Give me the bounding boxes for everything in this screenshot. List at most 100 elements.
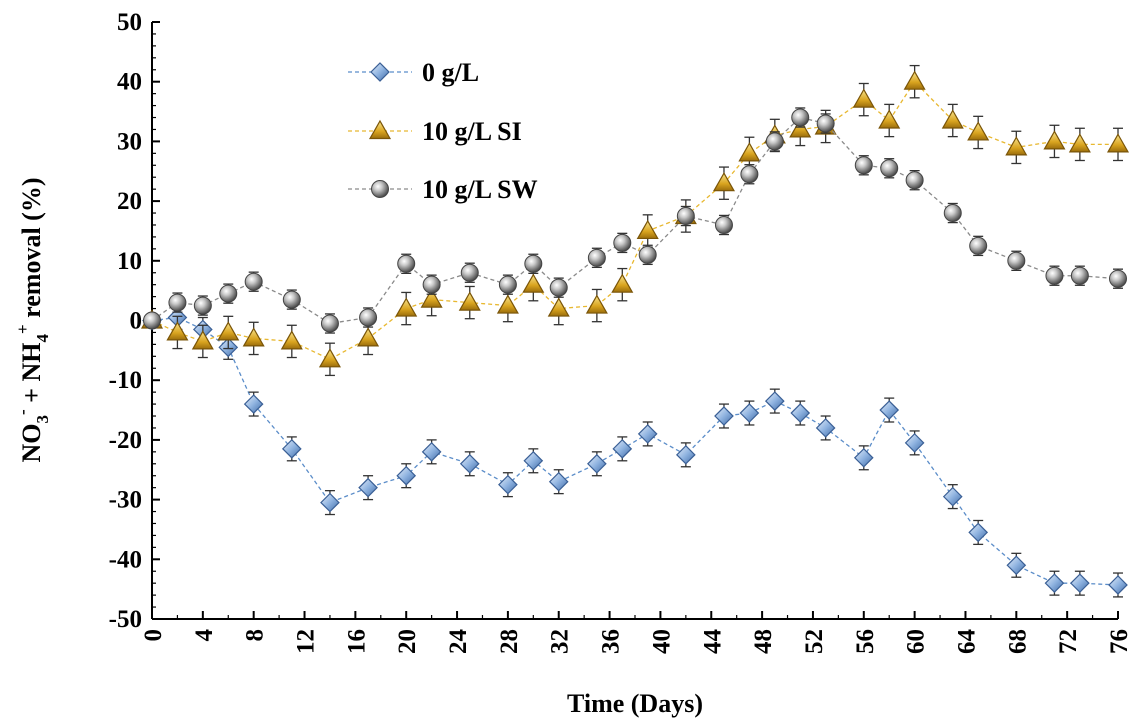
legend-marker (371, 180, 389, 198)
data-point (585, 294, 608, 314)
data-point (1045, 266, 1064, 285)
y-tick-label: -50 (109, 606, 142, 633)
y-axis-title-superscript: - (13, 409, 32, 415)
data-point (191, 330, 214, 350)
data-point (637, 424, 658, 444)
x-tick-label: 4 (191, 629, 218, 642)
data-point (522, 273, 545, 293)
data-point (739, 403, 760, 423)
x-tick-label: 52 (801, 629, 828, 654)
x-tick-label: 72 (1055, 629, 1082, 654)
data-point (816, 114, 835, 133)
data-point (941, 109, 964, 129)
data-point (397, 254, 416, 273)
data-point (548, 471, 569, 492)
legend-label: 10 g/L SW (422, 175, 538, 204)
data-point (611, 273, 634, 293)
data-point (740, 165, 759, 184)
data-point (422, 275, 441, 294)
x-tick-label: 44 (699, 629, 726, 655)
x-tick-label: 0 (140, 629, 167, 642)
x-tick-label: 36 (598, 629, 625, 654)
data-point (943, 204, 962, 223)
data-point (1006, 555, 1027, 576)
data-point (714, 406, 734, 426)
data-point (879, 400, 900, 420)
x-tick-label: 20 (394, 629, 421, 654)
y-tick-label: 30 (117, 128, 142, 155)
series-line (151, 80, 1118, 361)
data-point (789, 118, 812, 138)
data-point (458, 291, 481, 311)
data-point (675, 444, 696, 465)
y-ticks: -50 -40 -30 -20 -10 0 10 20 30 40 50 (109, 9, 160, 633)
series-line (151, 316, 1119, 586)
y-tick-label: 10 (117, 248, 142, 275)
data-point (547, 297, 570, 317)
data-point (878, 109, 901, 129)
data-point (790, 403, 811, 423)
y-tick-label: -20 (109, 427, 142, 454)
y-axis-title-part: + NH (17, 343, 46, 410)
y-axis-title-superscript: + (13, 324, 32, 334)
x-tick-label: 64 (953, 629, 980, 655)
x-tick-label: 48 (750, 629, 777, 654)
data-point (243, 394, 264, 414)
legend-marker (368, 119, 392, 140)
y-axis-title-subscript: 3 (33, 415, 52, 424)
data-point (524, 254, 543, 273)
data-point (714, 215, 733, 234)
x-tick-label: 76 (1106, 629, 1133, 654)
data-point (764, 391, 785, 411)
data-point (217, 321, 240, 341)
data-point (357, 327, 380, 347)
x-tick-label: 40 (648, 629, 675, 654)
data-point (318, 348, 341, 368)
data-point (613, 233, 632, 252)
data-point (396, 465, 417, 486)
data-point (904, 433, 925, 453)
y-tick-label: -10 (109, 367, 142, 394)
data-point (1070, 573, 1090, 594)
data-point (1007, 251, 1026, 270)
data-point (880, 159, 899, 178)
data-point (358, 477, 378, 498)
data-point (242, 327, 265, 347)
x-ticks: 0 4 8 12 16 20 24 28 32 36 40 44 48 52 56 60 64 68 72 76 (140, 611, 1133, 654)
data-point (459, 453, 480, 474)
data-point (549, 278, 568, 297)
data-point (193, 296, 212, 315)
data-point (1068, 133, 1091, 153)
x-tick-label: 24 (445, 629, 472, 655)
data-point (676, 207, 695, 226)
series-diamond (142, 304, 1128, 598)
data-point (282, 290, 301, 309)
data-point (968, 522, 989, 543)
x-tick-label: 56 (852, 629, 879, 654)
data-point (903, 70, 926, 90)
data-point (1005, 136, 1028, 156)
data-point (395, 297, 418, 317)
data-point (638, 245, 657, 264)
series-triangle (140, 64, 1130, 377)
data-point (942, 486, 963, 507)
data-point (1043, 130, 1066, 150)
data-point (219, 284, 238, 303)
data-point (969, 236, 988, 255)
y-tick-label: 50 (117, 9, 142, 36)
data-point (854, 156, 873, 175)
data-point (815, 418, 836, 438)
y-tick-label: -40 (109, 546, 142, 573)
y-tick-label: -30 (109, 487, 142, 514)
data-point (498, 474, 518, 495)
data-point (905, 171, 924, 190)
data-point (967, 121, 990, 141)
x-tick-label: 60 (903, 629, 930, 654)
data-point (166, 321, 189, 341)
data-point (612, 439, 633, 459)
y-axis-title-part: removal (%) (17, 178, 46, 325)
data-point (421, 441, 442, 462)
data-point (420, 288, 443, 308)
data-point (280, 330, 303, 350)
